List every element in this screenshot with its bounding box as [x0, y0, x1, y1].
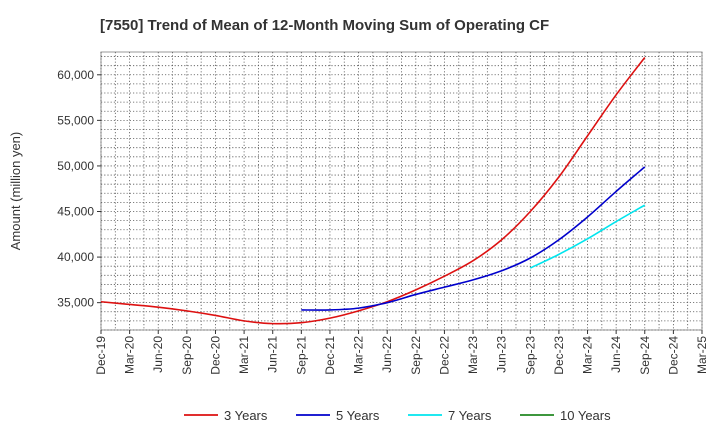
x-axis-ticks: Dec-19 Mar-20 Jun-20 Sep-20 Dec-20 Mar-21 Jun-…	[94, 330, 709, 375]
x-tick-label: Mar-24	[581, 336, 595, 374]
x-tick-label: Dec-21	[323, 336, 337, 375]
legend-label: 7 Years	[448, 408, 492, 423]
y-tick-label: 40,000	[57, 250, 94, 264]
x-tick-label: Jun-23	[495, 336, 509, 373]
x-tick-label: Jun-24	[609, 336, 623, 373]
y-tick-label: 50,000	[57, 159, 94, 173]
y-tick-label: 35,000	[57, 296, 94, 310]
legend-label: 5 Years	[336, 408, 380, 423]
x-tick-label: Mar-25	[695, 336, 709, 374]
x-tick-label: Mar-20	[123, 336, 137, 374]
x-tick-label: Sep-21	[294, 336, 308, 375]
x-tick-label: Mar-22	[352, 336, 366, 374]
plot-area	[100, 51, 703, 331]
plot-frame	[100, 51, 703, 331]
y-axis-ticks: 35,000 40,000 45,000 50,000 55,000 60,000	[57, 68, 101, 310]
x-tick-label: Mar-23	[466, 336, 480, 374]
series-line-7-years	[529, 204, 646, 269]
x-tick-label: Sep-20	[180, 336, 194, 375]
x-tick-label: Dec-22	[437, 336, 451, 375]
x-tick-label: Dec-24	[666, 336, 680, 375]
x-tick-label: Sep-23	[523, 336, 537, 375]
x-tick-label: Dec-20	[208, 336, 222, 375]
x-tick-label: Dec-23	[552, 336, 566, 375]
series-line-5-years	[301, 166, 646, 311]
legend-label: 10 Years	[560, 408, 611, 423]
y-tick-label: 60,000	[57, 68, 94, 82]
x-tick-label: Jun-20	[151, 336, 165, 373]
x-tick-label: Jun-22	[380, 336, 394, 373]
x-tick-label: Sep-22	[409, 336, 423, 375]
y-tick-label: 55,000	[57, 113, 94, 127]
y-tick-label: 45,000	[57, 205, 94, 219]
legend-label: 3 Years	[224, 408, 268, 423]
series-lines	[100, 56, 646, 325]
y-axis-label: Amount (million yen)	[8, 132, 23, 251]
grid	[100, 52, 703, 331]
x-tick-label: Sep-24	[638, 336, 652, 375]
legend: 3 Years 5 Years 7 Years 10 Years	[184, 408, 611, 423]
x-tick-label: Mar-21	[237, 336, 251, 374]
x-tick-label: Jun-21	[266, 336, 280, 373]
chart-title: [7550] Trend of Mean of 12-Month Moving …	[100, 17, 549, 34]
x-tick-label: Dec-19	[94, 336, 108, 375]
